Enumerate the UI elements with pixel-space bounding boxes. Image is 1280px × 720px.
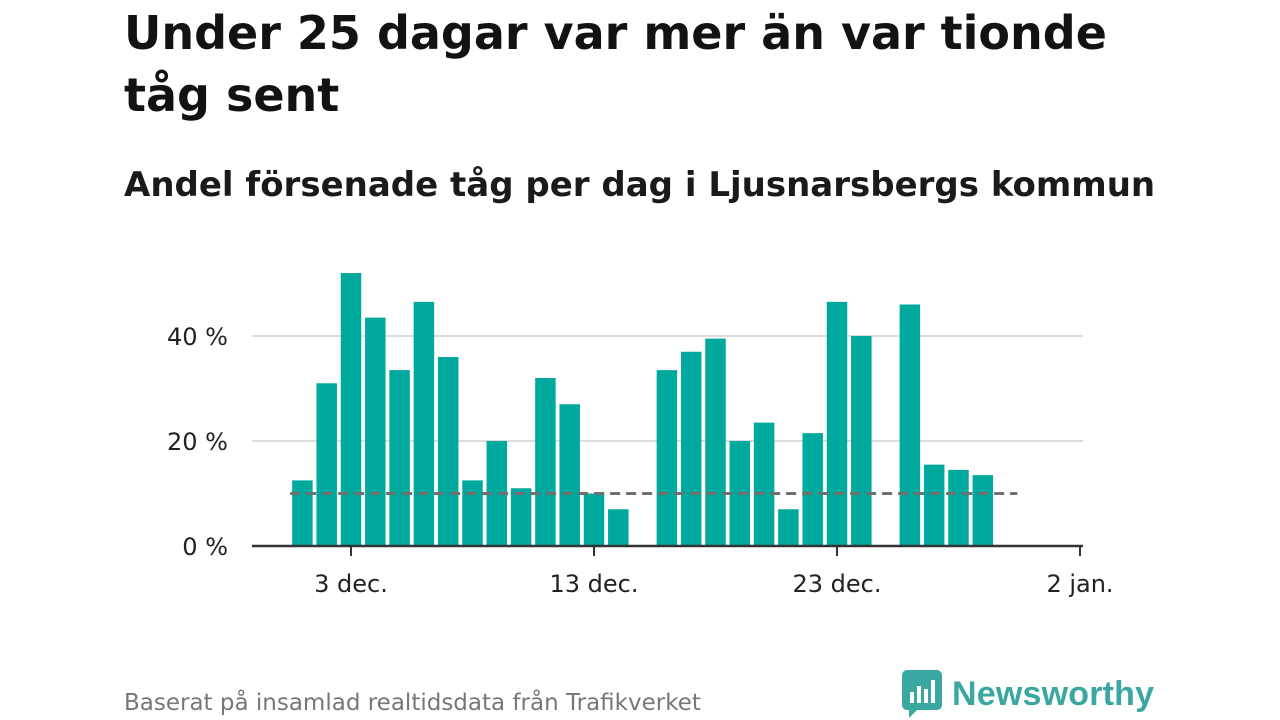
axes: [252, 544, 1083, 556]
bar: [826, 301, 848, 546]
chart-subtitle: Andel försenade tåg per dag i Ljusnarsbe…: [124, 165, 1156, 205]
bar: [462, 480, 483, 546]
bar: [899, 304, 921, 546]
y-tick-label: 0 %: [182, 533, 228, 561]
bar: [486, 441, 508, 546]
bar: [948, 469, 969, 546]
y-tick-label: 40 %: [167, 323, 228, 351]
bar: [510, 488, 532, 546]
bar: [680, 351, 702, 546]
tick-labels: 0 % 20 % 40 % 3 dec. 13 dec. 23 dec. 2 jan.: [167, 323, 1114, 598]
bar: [340, 273, 362, 546]
x-tick-label: 3 dec.: [314, 570, 388, 598]
bar: [802, 433, 823, 546]
bar: [656, 370, 678, 546]
bar: [851, 336, 872, 546]
bar: [389, 370, 410, 546]
x-tick-label: 13 dec.: [550, 570, 639, 598]
chart-title: Under 25 dagar var mer än var tionde tåg…: [124, 6, 1107, 122]
bar: [705, 338, 726, 546]
brand-logo: Newsworthy: [902, 670, 1154, 718]
bar: [608, 509, 629, 546]
bar: [972, 475, 994, 546]
bar: [292, 480, 313, 546]
bar: [316, 383, 337, 546]
bar: [923, 464, 945, 546]
x-tick-label: 2 jan.: [1046, 570, 1113, 598]
source-note: Baserat på insamlad realtidsdata från Tr…: [124, 690, 701, 716]
x-tick-label: 23 dec.: [793, 570, 882, 598]
bar: [583, 493, 605, 546]
bars: [292, 273, 994, 546]
bar: [753, 422, 775, 546]
bar: [365, 317, 386, 546]
bar: [535, 378, 556, 546]
bar: [437, 357, 459, 546]
y-tick-label: 20 %: [167, 428, 228, 456]
bar: [778, 509, 799, 546]
newsworthy-logo-icon: [902, 670, 942, 718]
bar: [413, 301, 435, 546]
bar: [559, 404, 580, 546]
brand-name: Newsworthy: [952, 674, 1155, 713]
